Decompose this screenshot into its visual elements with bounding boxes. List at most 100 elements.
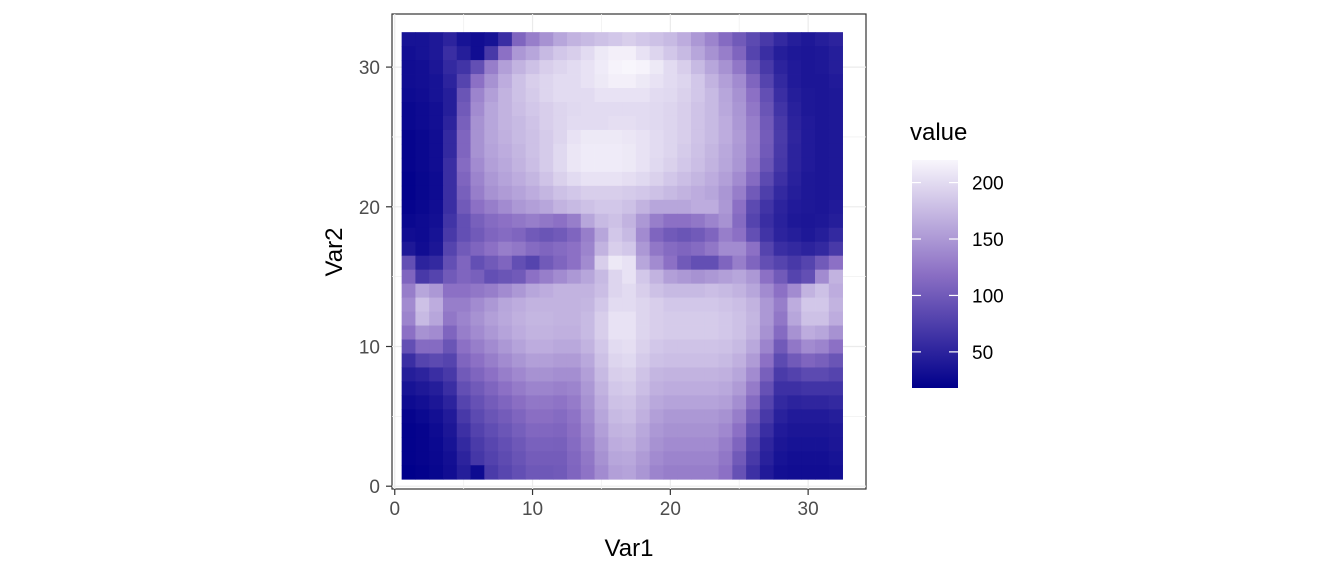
heatmap-tile <box>746 437 761 452</box>
heatmap-tile <box>511 199 527 215</box>
heatmap-tile <box>828 339 843 354</box>
heatmap-tile <box>429 171 444 187</box>
heatmap-tile <box>649 409 664 424</box>
heatmap-tile <box>553 339 568 354</box>
heatmap-tile <box>759 269 775 285</box>
heatmap-tile <box>429 129 444 145</box>
heatmap-tile <box>718 115 733 131</box>
heatmap-tile <box>704 32 719 47</box>
heatmap-tile <box>608 283 623 298</box>
heatmap-tile <box>429 115 444 131</box>
heatmap-tile <box>691 381 706 396</box>
heatmap-tile <box>401 157 416 173</box>
heatmap-tile <box>456 157 471 173</box>
heatmap-tile <box>649 213 664 229</box>
heatmap-tile <box>718 409 733 424</box>
heatmap-tile <box>649 283 664 298</box>
heatmap-tile <box>691 185 706 201</box>
heatmap-tile <box>718 353 733 368</box>
heatmap-tile <box>511 32 527 47</box>
heatmap-tile <box>746 115 761 131</box>
heatmap-tile <box>525 367 540 382</box>
heatmap-tile <box>704 60 719 75</box>
heatmap-tile <box>759 129 775 145</box>
heatmap-tile <box>773 353 788 368</box>
heatmap-tile <box>828 269 843 285</box>
heatmap-tile <box>635 465 651 480</box>
heatmap-tile <box>663 157 678 173</box>
heatmap-tile <box>787 255 802 271</box>
heatmap-tile <box>525 129 540 145</box>
heatmap-tile <box>622 115 637 131</box>
heatmap-tile <box>470 269 485 285</box>
heatmap-tile <box>649 171 664 187</box>
heatmap-tile <box>442 381 458 396</box>
heatmap-tile <box>401 241 416 257</box>
heatmap-tile <box>401 381 416 396</box>
heatmap-tile <box>801 297 816 312</box>
heatmap-tile <box>815 283 830 298</box>
heatmap-tile <box>773 283 788 298</box>
heatmap-tile <box>635 171 651 187</box>
heatmap-tile <box>677 339 692 354</box>
heatmap-tile <box>828 409 843 424</box>
heatmap-tile <box>442 185 458 201</box>
heatmap-tile <box>787 465 802 480</box>
heatmap-tile <box>732 199 747 215</box>
heatmap-tile <box>429 311 444 326</box>
heatmap-tile <box>539 143 554 159</box>
heatmap-tile <box>498 381 513 396</box>
heatmap-tile <box>677 283 692 298</box>
heatmap-tile <box>704 339 719 354</box>
heatmap-tile <box>773 269 788 285</box>
heatmap-tile <box>801 381 816 396</box>
heatmap-tile <box>429 325 444 340</box>
heatmap-tile <box>608 465 623 480</box>
heatmap-tile <box>470 46 485 61</box>
heatmap-tile <box>401 227 416 243</box>
heatmap-tile <box>608 241 623 257</box>
heatmap-tile <box>622 129 637 145</box>
heatmap-tile <box>539 213 554 229</box>
heatmap-tile <box>525 339 540 354</box>
heatmap-tile <box>663 409 678 424</box>
heatmap-tile <box>704 437 719 452</box>
heatmap-tile <box>801 409 816 424</box>
heatmap-tile <box>649 129 664 145</box>
heatmap-tile <box>470 395 485 410</box>
heatmap-tile <box>525 269 540 285</box>
heatmap-tile <box>498 60 513 75</box>
heatmap-tile <box>663 269 678 285</box>
heatmap-tile <box>663 311 678 326</box>
heatmap-tile <box>815 129 830 145</box>
heatmap-tile <box>746 143 761 159</box>
heatmap-tile <box>566 60 582 75</box>
heatmap-tile <box>608 409 623 424</box>
heatmap-tile <box>691 311 706 326</box>
heatmap-tile <box>663 297 678 312</box>
heatmap-tile <box>525 283 540 298</box>
heatmap-tile <box>773 241 788 257</box>
heatmap-tile <box>415 409 430 424</box>
heatmap-tile <box>801 241 816 257</box>
heatmap-tile <box>718 227 733 243</box>
heatmap-tile <box>773 451 788 466</box>
heatmap-tile <box>511 88 527 103</box>
heatmap-tile <box>608 423 623 438</box>
heatmap-tile <box>415 367 430 382</box>
heatmap-tile <box>815 269 830 285</box>
heatmap-tile <box>456 227 471 243</box>
heatmap-tile <box>415 157 430 173</box>
heatmap-tile <box>415 213 430 229</box>
heatmap-tile <box>442 311 458 326</box>
heatmap-tile <box>677 367 692 382</box>
heatmap-tile <box>663 255 678 271</box>
heatmap-tile <box>401 88 416 103</box>
heatmap-tile <box>828 255 843 271</box>
heatmap-tile <box>553 367 568 382</box>
heatmap-tile <box>649 339 664 354</box>
heatmap-tile <box>539 129 554 145</box>
heatmap-tile <box>746 157 761 173</box>
heatmap-tile <box>732 269 747 285</box>
heatmap-tile <box>498 437 513 452</box>
